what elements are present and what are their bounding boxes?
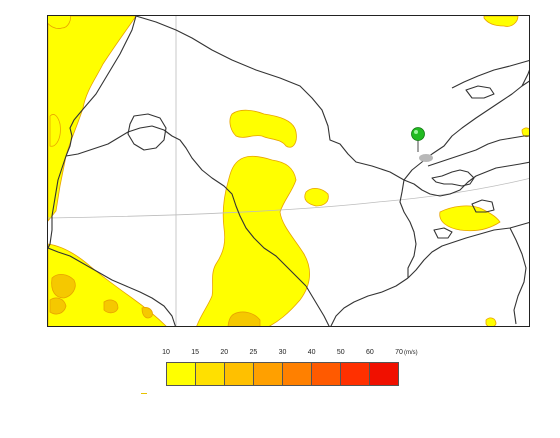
wind-zone-center bbox=[196, 155, 310, 326]
legend-label: 30 bbox=[278, 349, 287, 356]
legend-label: 20 bbox=[220, 349, 229, 356]
border-east-edge bbox=[509, 227, 527, 325]
wind-zone-northwest bbox=[48, 16, 137, 222]
legend-label: 15 bbox=[191, 349, 200, 356]
marker-highlight bbox=[414, 130, 418, 134]
legend-label: 10 bbox=[162, 349, 170, 356]
location-marker[interactable] bbox=[411, 127, 425, 153]
legend-label: 70 bbox=[395, 349, 403, 356]
legend-label: 25 bbox=[249, 349, 258, 356]
legend-swatch bbox=[312, 363, 341, 385]
legend-swatch bbox=[370, 363, 398, 385]
green-pin-icon[interactable] bbox=[411, 127, 425, 141]
wind-zone-top-right bbox=[483, 16, 519, 27]
issyk-kul-lake bbox=[419, 154, 433, 162]
wind-zone-center-north bbox=[229, 109, 297, 148]
wind-zone-medium-2 bbox=[49, 297, 67, 315]
wind-map[interactable] bbox=[47, 15, 530, 327]
wind-speed-zones bbox=[48, 16, 529, 326]
legend-swatch bbox=[283, 363, 312, 385]
border-fergana bbox=[431, 169, 475, 187]
border-aral-sea bbox=[127, 113, 167, 151]
legend-swatch bbox=[254, 363, 283, 385]
legend-swatch bbox=[225, 363, 254, 385]
wind-zone-southwest bbox=[48, 243, 167, 326]
border-north-east bbox=[451, 59, 529, 89]
border-turkmen-iran bbox=[48, 247, 176, 326]
wind-zone-medium-3 bbox=[227, 311, 261, 326]
wind-zone-medium-4 bbox=[103, 299, 119, 314]
border-kyrgyz-kazakh bbox=[403, 80, 529, 181]
legend-label: 50 bbox=[336, 349, 345, 356]
wind-speed-zones-medium bbox=[49, 274, 261, 326]
wind-zone-northwest-2 bbox=[49, 114, 61, 147]
border-afghan-uzbek bbox=[330, 277, 409, 326]
legend-unit: (m/s) bbox=[404, 350, 418, 356]
border-caspian-kazakh bbox=[65, 16, 137, 157]
graticule bbox=[48, 16, 529, 326]
wind-zone-east-blob bbox=[304, 188, 329, 207]
legend-swatch bbox=[341, 363, 370, 385]
parallel-line bbox=[48, 178, 529, 219]
legend-bar bbox=[166, 362, 399, 386]
map-canvas bbox=[48, 16, 529, 326]
wind-zone-medium-5 bbox=[141, 307, 153, 319]
border-small-bay bbox=[471, 199, 495, 213]
border-east-lake bbox=[465, 85, 495, 99]
border-kyrgyz-inner bbox=[427, 135, 529, 167]
wind-zone-east bbox=[439, 205, 501, 232]
border-afghan-tajik bbox=[407, 221, 529, 279]
border-south-east-lake bbox=[433, 227, 453, 239]
border-caspian-shore bbox=[48, 155, 67, 249]
legend-label: 40 bbox=[307, 349, 316, 356]
wind-zone-right-dot bbox=[521, 127, 529, 138]
border-kazakh-north bbox=[135, 16, 405, 181]
border-far-northeast bbox=[521, 69, 529, 87]
wind-zone-medium-1 bbox=[51, 274, 76, 299]
border-tajik-uzbek bbox=[399, 179, 417, 278]
legend-tick-mark bbox=[141, 393, 147, 394]
country-borders bbox=[48, 16, 529, 326]
wind-zone-bottom-right bbox=[485, 317, 497, 326]
border-turkmen-afghan bbox=[305, 285, 330, 326]
legend-swatch bbox=[167, 363, 196, 385]
border-uzbek-turkmen bbox=[65, 125, 307, 287]
legend-label: 60 bbox=[365, 349, 374, 356]
legend-swatch bbox=[196, 363, 225, 385]
wind-zone-top-left bbox=[48, 16, 71, 29]
